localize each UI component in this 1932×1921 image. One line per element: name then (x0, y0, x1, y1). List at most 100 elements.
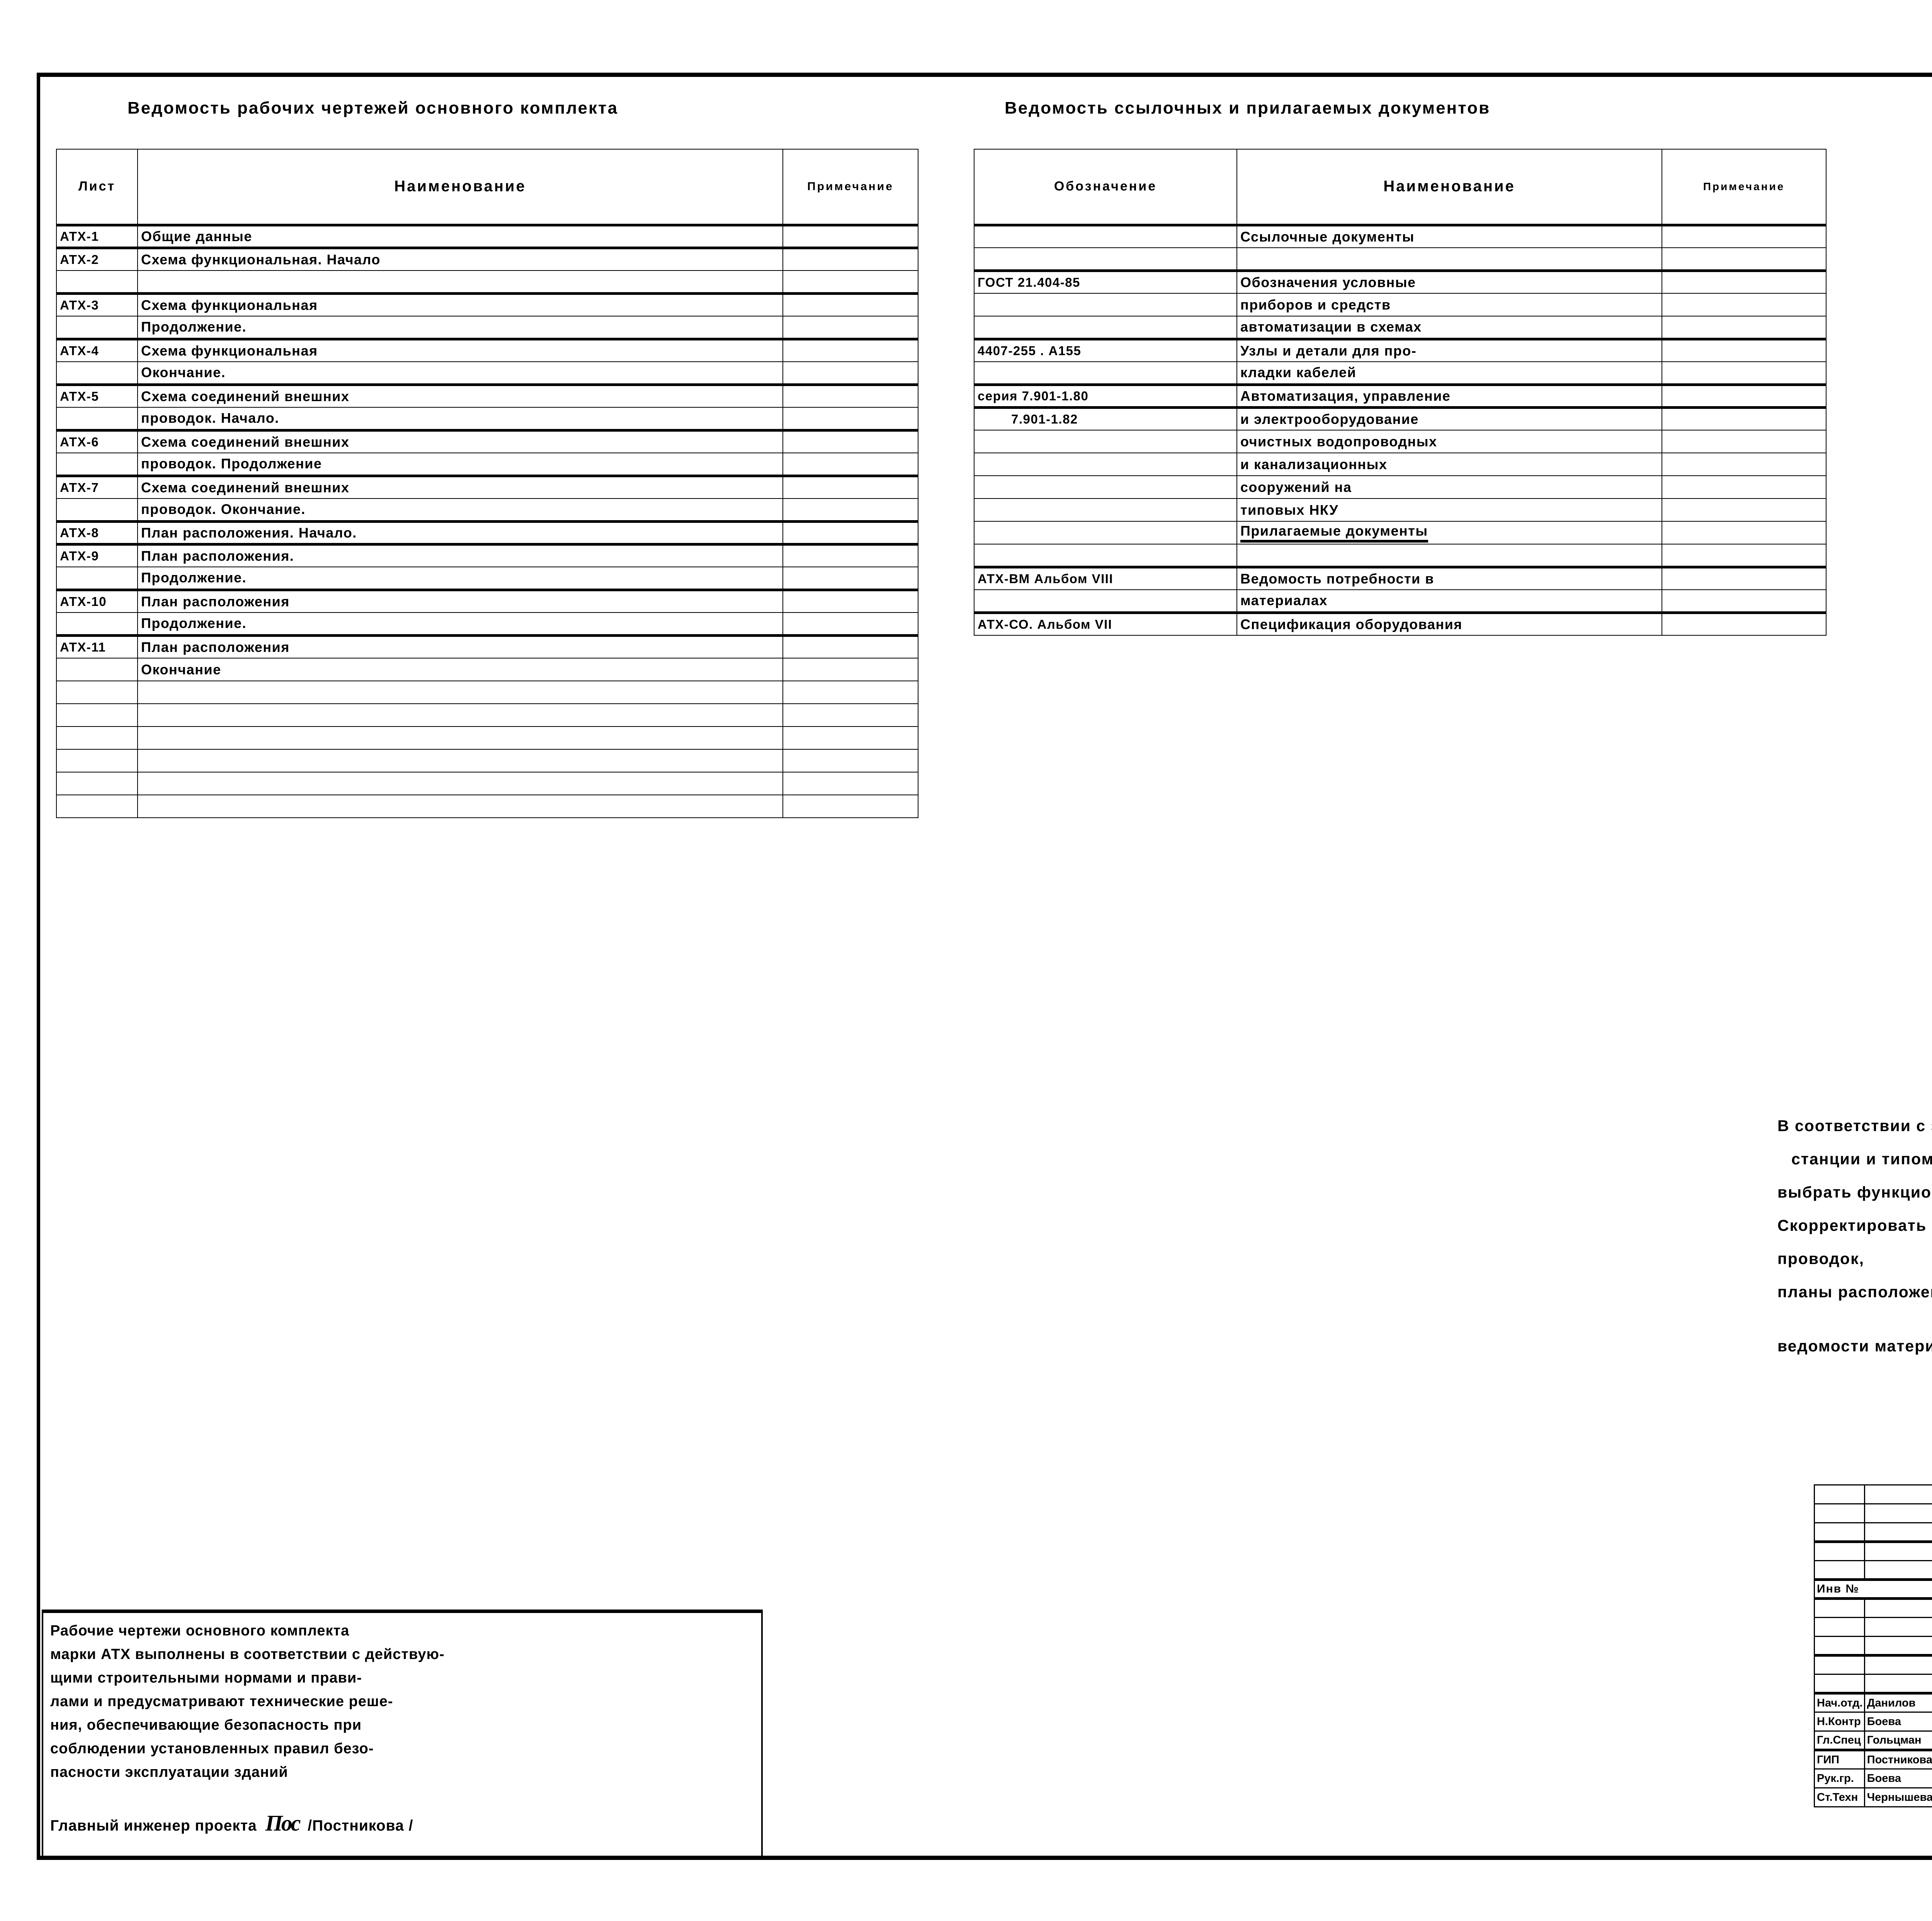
document-name-cell: приборов и средств (1236, 293, 1662, 316)
note-cell (782, 498, 918, 522)
sheet-number-cell (56, 726, 138, 750)
document-name-cell: кладки кабелей (1236, 361, 1662, 385)
binding-instructions-title: Указания по привязке проекта (1777, 1070, 1932, 1104)
note-cell (1662, 247, 1827, 271)
chief-engineer-name: /Постникова / (308, 1817, 413, 1834)
attached-documents-heading: Прилагаемые документы (1240, 523, 1428, 543)
revision-cell (1814, 1655, 1865, 1675)
table-row: АТХ-3 Схема функциональная (56, 292, 918, 316)
sheet-name-cell: Продолжение. (137, 567, 783, 590)
table-row: АТХ-1 Общие данные (56, 223, 918, 248)
inventory-number-label: Инв № (1814, 1579, 1932, 1600)
sheet-name-cell (137, 703, 783, 727)
table-row: 4407-255 . А155 Узлы и детали для про- (974, 337, 1827, 362)
document-code-cell (974, 589, 1237, 613)
table-row: серия 7.901-1.80 Автоматизация, управлени… (974, 383, 1827, 408)
sheet-name-cell: проводок. Окончание. (137, 498, 783, 522)
column-header: Наименование (1236, 149, 1662, 226)
document-name-cell: Обозначения условные (1236, 269, 1662, 294)
revision-cell (1814, 1503, 1865, 1523)
sheet-number-cell: АТХ-7 (56, 474, 138, 499)
instruction-line: ведомости материалов - ненужное зачеркну… (1777, 1337, 1932, 1355)
note-cell (782, 749, 918, 772)
note-cell (782, 270, 918, 294)
table-row (56, 726, 918, 750)
note-cell (782, 337, 918, 362)
approver-name: Постникова (1864, 1749, 1932, 1770)
note-cell (782, 407, 918, 430)
table-row: АТХ-11 План расположения (56, 634, 918, 658)
document-code-cell (974, 361, 1237, 385)
note-cell (1662, 611, 1827, 636)
sheet-name-cell: План расположения (137, 588, 783, 613)
binding-instructions-block: Указания по привязке проекта В соответст… (1777, 1070, 1932, 1363)
table-row: типовых НКУ (974, 498, 1827, 522)
sheet-number-cell (56, 270, 138, 294)
table-row (56, 681, 918, 704)
document-name-cell (1236, 247, 1662, 271)
left-register-header-row: Лист Наименование Примечание (56, 149, 918, 226)
revision-cell (1814, 1522, 1865, 1543)
document-code-cell (974, 521, 1237, 544)
sheet-name-cell: Продолжение. (137, 316, 783, 339)
document-code-cell: АТХ-ВМ Альбом VIII (974, 565, 1237, 590)
table-row (56, 795, 918, 818)
compliance-note-line: ния, обеспечивающие безопасность при (50, 1717, 362, 1733)
table-row: Продолжение. (56, 316, 918, 339)
document-name-cell: типовых НКУ (1236, 498, 1662, 522)
note-cell (782, 658, 918, 681)
note-cell (782, 772, 918, 795)
approver-role: ГИП (1814, 1749, 1865, 1770)
revision-cell (1864, 1617, 1932, 1637)
approver-role: Ст.Техн (1814, 1787, 1865, 1807)
approver-name: Боева (1864, 1712, 1932, 1732)
document-code-cell (974, 247, 1237, 271)
note-cell (782, 474, 918, 499)
note-cell (1662, 475, 1827, 499)
right-register-caption: Ведомость ссылочных и прилагаемых докуме… (1005, 99, 1491, 117)
compliance-note-line: лами и предусматривают технические реше- (50, 1693, 393, 1710)
revision-cell (1864, 1503, 1932, 1523)
column-header: Наименование (137, 149, 783, 226)
sheet-name-cell (137, 795, 783, 818)
sheet-number-cell (56, 567, 138, 590)
left-register-table: Лист Наименование Примечание АТХ-1 Общие дан… (56, 149, 918, 818)
table-row: проводок. Продолжение (56, 453, 918, 476)
column-header: Примечание (782, 149, 918, 226)
instruction-line: планы расположения, спецификацию оборудо… (1777, 1283, 1932, 1301)
table-row: Окончание (56, 658, 918, 681)
document-name-cell: материалах (1236, 589, 1662, 613)
approver-role: Н.Контр (1814, 1712, 1865, 1732)
note-cell (1662, 565, 1827, 590)
table-row: Прилагаемые документы (974, 521, 1827, 544)
document-name-cell: автоматизации в схемах (1236, 316, 1662, 339)
table-row: АТХ-8 План расположения. Начало. (56, 520, 918, 544)
sheet-name-cell (137, 270, 783, 294)
instruction-line: проводок, (1777, 1250, 1865, 1268)
note-cell (782, 316, 918, 339)
approver-name: Данилов (1864, 1693, 1932, 1713)
sheet-name-cell (137, 681, 783, 704)
revision-cell (1864, 1674, 1932, 1695)
document-name-cell: Автоматизация, управление (1236, 383, 1662, 408)
table-row: АТХ-4 Схема функциональная (56, 337, 918, 362)
sheet-number-cell (56, 658, 138, 681)
note-cell (1662, 589, 1827, 613)
note-cell (1662, 521, 1827, 544)
note-cell (782, 612, 918, 636)
note-cell (1662, 269, 1827, 294)
table-row: проводок. Окончание. (56, 498, 918, 522)
sheet-number-cell (56, 498, 138, 522)
sheet-number-cell: АТХ-6 (56, 429, 138, 453)
compliance-note-line: соблюдении установленных правил безо- (50, 1741, 374, 1757)
table-row: Окончание. (56, 361, 918, 385)
note-cell (1662, 406, 1827, 430)
instruction-line: Скорректировать схемы соединений внешних (1777, 1217, 1932, 1234)
table-row (56, 749, 918, 772)
sheet-number-cell: АТХ-8 (56, 520, 138, 544)
right-register-header-row: Обозначение Наименование Примечание (974, 149, 1827, 226)
table-row (974, 247, 1827, 271)
sheet-number-cell: АТХ-4 (56, 337, 138, 362)
note-cell (782, 383, 918, 408)
sheet-name-cell: Продолжение. (137, 612, 783, 636)
